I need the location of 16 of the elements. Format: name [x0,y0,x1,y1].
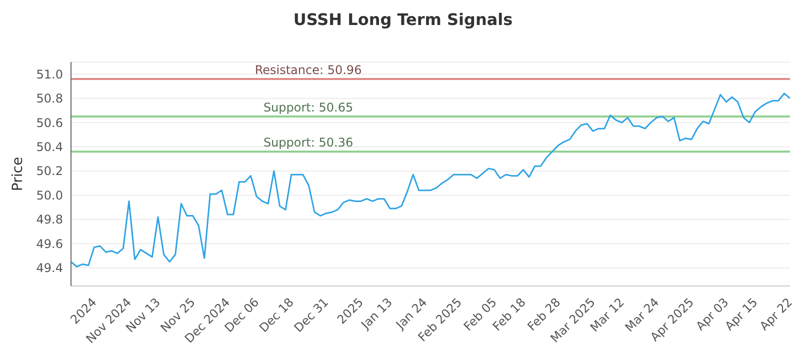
y-tick-label: 50.8 [36,92,63,106]
y-tick-label: 50.6 [36,116,63,130]
y-tick-label: 51.0 [36,67,63,82]
y-tick-label: 49.6 [36,236,63,251]
chart-title: USSH Long Term Signals [292,9,514,31]
y-tick-label: 49.4 [36,261,63,276]
y-axis-title: Price [10,156,26,192]
x-tick-label: Apr 22 [757,295,796,334]
y-tick-label: 50.4 [36,140,63,154]
y-tick-label: 50.2 [36,164,63,178]
y-tick-label: 50.0 [36,188,63,202]
ref-line-label: Support: 50.65 [263,100,354,114]
ref-line-label: Resistance: 50.96 [254,62,362,77]
y-tick-label: 49.8 [36,212,63,227]
ref-line-label: Support: 50.36 [263,136,354,150]
line-series [71,92,790,268]
